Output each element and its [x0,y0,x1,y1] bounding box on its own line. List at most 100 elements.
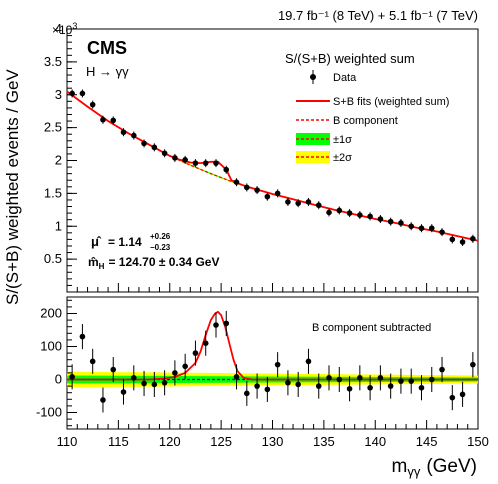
upper-y-tick-label: 1 [55,218,62,233]
upper-data-point [141,140,147,147]
lower-data-point [418,384,425,391]
upper-data-point [274,190,281,197]
lower-data-point [305,358,312,365]
upper-y-tick-label: 3 [55,87,62,102]
upper-data-point [408,223,415,230]
mass-value: = 124.70 ± 0.34 GeV [108,255,219,269]
lower-data-point [182,363,188,370]
upper-data-point [439,229,445,235]
upper-sigma1-band [67,91,478,242]
upper-y-tick-label: 3.5 [44,54,62,69]
lower-data-point [264,386,271,393]
upper-data-point [346,210,353,216]
upper-data-point [315,202,322,209]
x-tick-label: 145 [416,434,438,449]
mu-error-down: −0.23 [150,243,171,252]
upper-data-point [161,150,168,157]
upper-data-point [418,225,425,232]
lower-data-point [336,376,343,383]
legend-item-bkg: B component [296,115,398,127]
lower-data-point [120,389,127,395]
lower-data-point [172,370,178,376]
lower-data-point [100,397,106,403]
lower-data-points [69,310,476,413]
x-axis-title: mγγ (GeV) [391,456,477,479]
lower-data-point [110,366,117,373]
lower-data-point [285,380,291,386]
upper-data-point [326,209,332,216]
mass-subscript: H [99,262,105,271]
upper-data-point [387,218,394,225]
legend-item-sigma1: ±1σ [296,133,352,146]
upper-y-tick-label: 4 [55,21,62,36]
lower-y-ticks: -100 0 100 200 [36,299,77,427]
upper-panel-title: S/(S+B) weighted sum [285,51,415,66]
lower-data-point [223,320,230,327]
upper-data-point [357,212,363,218]
upper-data-point [470,235,476,242]
lower-y-tick-label: 100 [40,339,62,354]
lower-y-tick-label: 200 [40,306,62,321]
upper-sigma2-band [67,90,478,242]
upper-data-point [336,207,343,214]
upper-data-point [459,239,466,245]
legend-item-sigma2: ±2σ [296,151,352,164]
lower-data-point [213,322,219,328]
lower-data-point [79,333,86,340]
sb-fit-curve [66,90,479,242]
lower-panel-frame [66,296,479,430]
lower-data-point [161,380,168,386]
mu-value: = 1.14 [108,235,142,249]
x-tick-label: 130 [262,434,284,449]
lower-data-point [387,383,394,389]
upper-data-point [305,199,312,205]
lower-data-point [254,383,260,389]
upper-data-point [233,179,240,185]
legend-label-fit: S+B fits (weighted sum) [333,96,449,108]
exponent-label: ×103 [52,21,77,37]
legend-item-fit: S+B fits (weighted sum) [296,96,449,108]
x-tick-label: 150 [467,434,489,449]
upper-data-point [377,216,384,222]
upper-y-ticks: 0.5 1 1.5 2 2.5 3 3.5 4 [44,21,77,286]
x-tick-label: 140 [364,434,386,449]
lower-data-point [151,381,158,388]
x-tick-label: 115 [108,434,129,449]
lower-data-point [295,381,301,388]
lower-data-point [202,340,209,347]
upper-data-point [264,193,271,200]
signal-strength-label: μ̂ = 1.14 +0.26 −0.23 [91,232,171,252]
lower-data-point [89,358,96,365]
upper-data-point [130,132,137,139]
lower-data-point [130,375,137,381]
upper-data-points [69,89,476,247]
lower-data-point [377,375,384,381]
lower-x-ticks: 110 115 120 125 130 135 140 145 150 [57,420,489,449]
mu-error-up: +0.26 [150,232,171,241]
upper-data-point [285,199,291,205]
upper-x-ticks [66,283,479,292]
y-axis-title: S/(S+B) weighted events / GeV [3,69,22,305]
upper-data-point [449,236,456,243]
upper-data-point [110,117,117,124]
x-tick-label: 125 [210,434,232,449]
upper-data-point [254,187,260,193]
lower-data-point [459,391,466,398]
lower-data-point [192,350,199,356]
lower-y-tick-label: -100 [36,405,62,420]
lower-data-point [367,384,373,391]
x-tick-label: 135 [313,434,335,449]
lower-data-point [244,390,250,397]
lower-data-point [439,366,445,373]
upper-data-point [428,225,435,232]
lower-data-point [346,385,353,392]
b-component-curve [66,90,479,242]
upper-y-tick-label: 2 [55,153,62,168]
lower-data-point [449,394,456,401]
upper-y-tick-label: 0.5 [44,251,62,266]
lower-data-point [326,375,332,381]
upper-data-point [100,116,106,123]
x-tick-label: 110 [57,434,78,449]
upper-data-point [202,160,209,166]
lower-data-point [357,375,363,381]
